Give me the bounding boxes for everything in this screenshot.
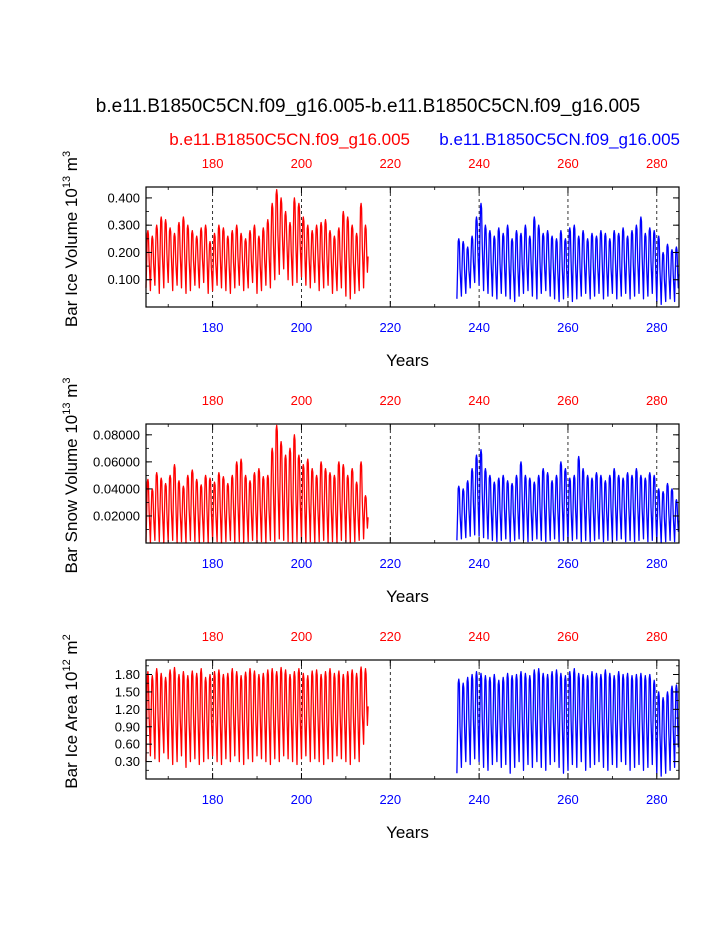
xtick-label-top: 220 — [379, 156, 401, 171]
legend-case2-label: b.e11.B1850C5CN.f09_g16.005 — [439, 130, 680, 149]
ytick-label: 0.04000 — [93, 481, 140, 496]
xtick-label-bottom: 200 — [291, 792, 313, 807]
yaxis-label-part: m — [62, 640, 81, 659]
xtick-label-top: 180 — [202, 156, 224, 171]
ytick-label: 0.90 — [115, 719, 140, 734]
xtick-label-bottom: 260 — [557, 792, 579, 807]
yaxis-label-part: Bar Snow Volume 10 — [62, 415, 81, 574]
xtick-label-top: 240 — [468, 156, 490, 171]
xtick-label-bottom: 260 — [557, 320, 579, 335]
yaxis-label-superscript: 2 — [61, 634, 73, 640]
ytick-label: 0.06000 — [93, 454, 140, 469]
xtick-label-top: 280 — [646, 393, 668, 408]
xaxis-label: Years — [386, 823, 429, 842]
ytick-label: 1.50 — [115, 684, 140, 699]
yaxis-label-superscript: 3 — [61, 377, 73, 383]
xtick-label-bottom: 180 — [202, 792, 224, 807]
yaxis-label-part: Bar Ice Volume 10 — [62, 188, 81, 327]
xtick-label-top: 260 — [557, 156, 579, 171]
xtick-label-top: 180 — [202, 393, 224, 408]
xtick-label-bottom: 200 — [291, 320, 313, 335]
xtick-label-top: 280 — [646, 156, 668, 171]
xtick-label-top: 260 — [557, 393, 579, 408]
yaxis-label: Bar Snow Volume 1013 m3 — [61, 377, 81, 573]
yaxis-label-superscript: 13 — [61, 176, 73, 188]
yaxis-label-superscript: 3 — [61, 151, 73, 157]
series-line-case1-snow — [145, 424, 369, 544]
xtick-label-top: 240 — [468, 629, 490, 644]
yaxis-label: Bar Ice Volume 1013 m3 — [61, 151, 81, 327]
xtick-label-bottom: 220 — [379, 792, 401, 807]
plot-frame — [145, 659, 680, 780]
xtick-label-bottom: 220 — [379, 320, 401, 335]
panel-area: 0.30 0.60 0.90 1.20 1.50 1.80 180 180 200 200 220 2… — [61, 629, 680, 842]
xtick-label-top: 280 — [646, 629, 668, 644]
figure-title: b.e11.B1850C5CN.f09_g16.005-b.e11.B1850C… — [96, 96, 640, 117]
xtick-label-bottom: 240 — [468, 556, 490, 571]
xtick-label-top: 260 — [557, 629, 579, 644]
plot-frame — [145, 186, 680, 308]
series-line-case2-volume — [456, 202, 680, 305]
xtick-label-top: 200 — [291, 393, 313, 408]
series-line-case1-area — [145, 666, 369, 769]
xtick-label-top: 180 — [202, 629, 224, 644]
xtick-label-bottom: 280 — [646, 320, 668, 335]
xtick-label-bottom: 280 — [646, 556, 668, 571]
xtick-label-bottom: 180 — [202, 556, 224, 571]
ytick-label: 0.30 — [115, 754, 140, 769]
xtick-label-bottom: 280 — [646, 792, 668, 807]
xtick-label-top: 240 — [468, 393, 490, 408]
series-line-case1-volume — [145, 189, 369, 300]
yaxis-label-superscript: 12 — [61, 659, 73, 671]
ytick-label: 0.60 — [115, 737, 140, 752]
ytick-label: 0.300 — [107, 218, 140, 233]
legend-case1-label: b.e11.B1850C5CN.f09_g16.005 — [169, 130, 410, 149]
ytick-label: 0.100 — [107, 272, 140, 287]
panels-group: 0.100 0.200 0.300 0.400 180 180 200 200 220 220 24… — [61, 151, 680, 842]
yaxis-label-part: m — [62, 157, 81, 176]
xtick-label-top: 220 — [379, 629, 401, 644]
xtick-label-bottom: 180 — [202, 320, 224, 335]
xtick-label-bottom: 260 — [557, 556, 579, 571]
ytick-label: 0.08000 — [93, 427, 140, 442]
ytick-label: 0.02000 — [93, 508, 140, 523]
xtick-label-bottom: 240 — [468, 320, 490, 335]
xtick-label-bottom: 220 — [379, 556, 401, 571]
xtick-label-top: 200 — [291, 629, 313, 644]
plot-frame — [145, 423, 680, 544]
yaxis-label: Bar Ice Area 1012 m2 — [61, 634, 81, 788]
xaxis-label: Years — [386, 351, 429, 370]
ytick-label: 0.200 — [107, 245, 140, 260]
xtick-label-bottom: 200 — [291, 556, 313, 571]
ytick-label: 0.400 — [107, 190, 140, 205]
xaxis-label: Years — [386, 587, 429, 606]
ytick-label: 1.80 — [115, 667, 140, 682]
ytick-label: 1.20 — [115, 702, 140, 717]
yaxis-label-superscript: 13 — [61, 403, 73, 415]
panel-volume: 0.100 0.200 0.300 0.400 180 180 200 200 220 220 24… — [61, 151, 680, 370]
yaxis-label-part: Bar Ice Area 10 — [62, 672, 81, 789]
xtick-label-top: 200 — [291, 156, 313, 171]
panel-snow: 0.02000 0.04000 0.06000 0.08000 180 180 200 200… — [61, 377, 680, 606]
series-line-case2-area — [456, 668, 680, 777]
xtick-label-top: 220 — [379, 393, 401, 408]
xtick-label-bottom: 240 — [468, 792, 490, 807]
yaxis-label-part: m — [62, 384, 81, 403]
